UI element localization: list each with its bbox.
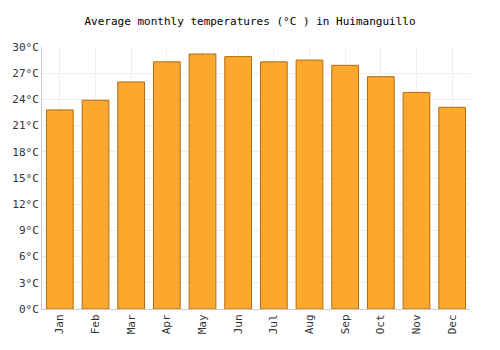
- svg-text:May: May: [196, 314, 209, 334]
- svg-text:Dec: Dec: [446, 314, 459, 334]
- svg-text:15°C: 15°C: [12, 172, 39, 185]
- svg-text:12°C: 12°C: [12, 198, 39, 211]
- svg-text:Nov: Nov: [410, 314, 423, 334]
- svg-text:Jun: Jun: [232, 314, 245, 334]
- svg-text:Jan: Jan: [53, 314, 66, 334]
- svg-text:Apr: Apr: [160, 314, 173, 334]
- svg-text:Oct: Oct: [374, 314, 387, 334]
- svg-text:6°C: 6°C: [19, 250, 39, 263]
- svg-text:0°C: 0°C: [19, 303, 39, 316]
- svg-text:Sep: Sep: [339, 314, 352, 334]
- svg-text:3°C: 3°C: [19, 277, 39, 290]
- svg-text:Feb: Feb: [89, 314, 102, 334]
- svg-text:24°C: 24°C: [12, 93, 39, 106]
- svg-text:21°C: 21°C: [12, 119, 39, 132]
- svg-text:18°C: 18°C: [12, 146, 39, 159]
- svg-text:9°C: 9°C: [19, 224, 39, 237]
- svg-text:Mar: Mar: [125, 314, 138, 334]
- svg-text:27°C: 27°C: [12, 67, 39, 80]
- svg-text:Aug: Aug: [303, 314, 316, 334]
- svg-text:Jul: Jul: [267, 314, 280, 334]
- svg-text:Average monthly temperatures (: Average monthly temperatures (°C ) in Hu…: [84, 15, 415, 28]
- svg-text:30°C: 30°C: [12, 41, 39, 54]
